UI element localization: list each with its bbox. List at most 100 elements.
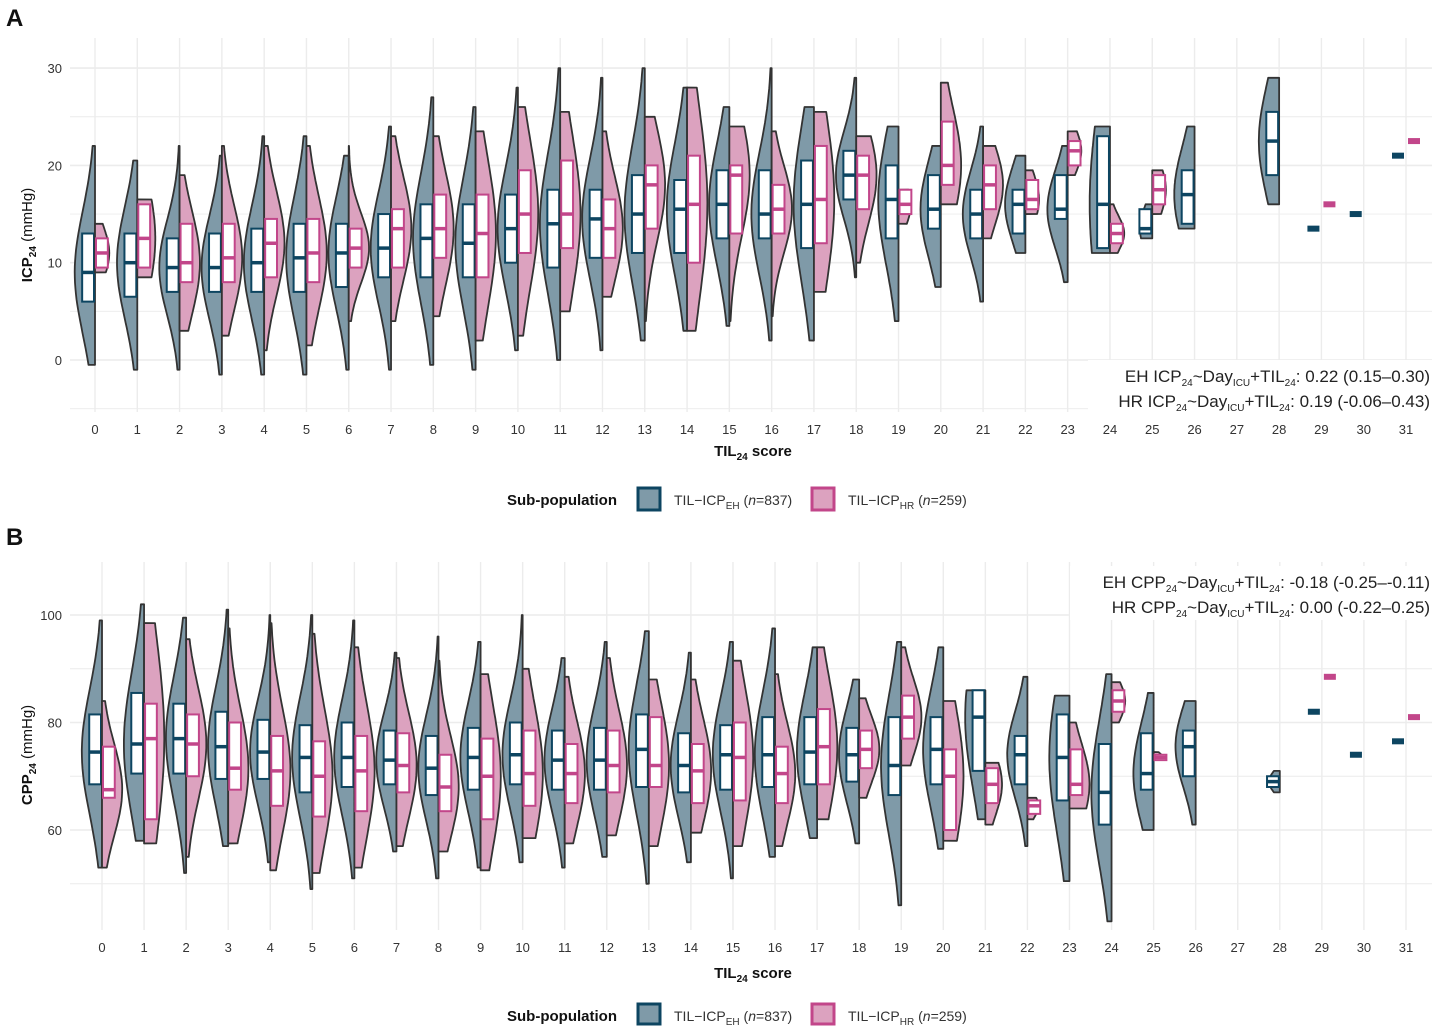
box bbox=[732, 721, 747, 802]
x-tick-label: 10 bbox=[515, 940, 529, 955]
x-tick-label: 16 bbox=[768, 940, 782, 955]
box bbox=[517, 169, 532, 254]
x-tick-label: 15 bbox=[726, 940, 740, 955]
x-tick-label: 3 bbox=[218, 422, 225, 437]
x-tick-label: 18 bbox=[849, 422, 863, 437]
panel-b-legend: Sub-population TIL−ICPEH (n=837) TIL−ICP… bbox=[507, 1002, 967, 1026]
box bbox=[334, 222, 349, 289]
x-tick-label: 23 bbox=[1060, 422, 1074, 437]
x-tick-label: 6 bbox=[351, 940, 358, 955]
box bbox=[546, 188, 561, 269]
x-tick-label: 8 bbox=[435, 940, 442, 955]
x-tick-label: 2 bbox=[176, 422, 183, 437]
x-tick-label: 0 bbox=[91, 422, 98, 437]
x-tick-label: 27 bbox=[1231, 940, 1245, 955]
panel-b-y-ticks: 60 80 100 bbox=[40, 608, 62, 838]
x-tick-label: 18 bbox=[852, 940, 866, 955]
panel-a-legend-eh-label: TIL−ICPEH (n=837) bbox=[674, 492, 792, 512]
x-tick-label: 30 bbox=[1356, 422, 1370, 437]
x-tick-label: 9 bbox=[477, 940, 484, 955]
x-tick-label: 23 bbox=[1062, 940, 1076, 955]
x-tick-label: 6 bbox=[345, 422, 352, 437]
box bbox=[438, 753, 453, 813]
box bbox=[1025, 178, 1040, 211]
box bbox=[719, 724, 733, 791]
box bbox=[1053, 174, 1068, 220]
box bbox=[856, 154, 871, 211]
box bbox=[560, 159, 575, 250]
x-tick-label: 15 bbox=[722, 422, 736, 437]
x-tick-label: 21 bbox=[976, 422, 990, 437]
box bbox=[887, 716, 902, 797]
panel-b-x-ticks: 0 1 2 3 4 5 6 7 8 9 10 11 12 13 14 15 16 17 18 19 20 21 22 23 24… bbox=[98, 940, 1413, 955]
x-tick-label: 22 bbox=[1018, 422, 1032, 437]
x-tick-label: 13 bbox=[642, 940, 656, 955]
single-value-mark bbox=[1307, 708, 1320, 715]
box bbox=[88, 713, 103, 786]
single-value-mark bbox=[1392, 738, 1404, 745]
x-tick-label: 27 bbox=[1230, 422, 1244, 437]
box bbox=[943, 748, 958, 831]
x-tick-label: 31 bbox=[1399, 940, 1413, 955]
x-tick-label: 0 bbox=[98, 940, 105, 955]
x-tick-label: 16 bbox=[764, 422, 778, 437]
x-tick-label: 17 bbox=[810, 940, 824, 955]
panel-b-legend-title: Sub-population bbox=[507, 1008, 617, 1025]
x-tick-label: 28 bbox=[1272, 422, 1286, 437]
single-value-mark bbox=[1408, 138, 1420, 145]
y-tick-label: 80 bbox=[48, 716, 62, 731]
x-tick-label: 4 bbox=[267, 940, 274, 955]
panel-a-y-axis-title: ICP24 (mmHg) bbox=[19, 188, 39, 282]
x-tick-label: 12 bbox=[600, 940, 614, 955]
x-tick-label: 14 bbox=[680, 422, 694, 437]
panel-a-annotation-bg bbox=[1088, 360, 1433, 414]
box bbox=[1138, 208, 1153, 235]
x-tick-label: 12 bbox=[595, 422, 609, 437]
box bbox=[673, 178, 688, 254]
panel-a-violins bbox=[73, 67, 1420, 376]
x-tick-label: 20 bbox=[934, 422, 948, 437]
x-tick-label: 25 bbox=[1145, 422, 1159, 437]
box bbox=[644, 164, 659, 230]
y-tick-label: 10 bbox=[48, 256, 62, 271]
x-tick-label: 29 bbox=[1315, 940, 1329, 955]
panel-b-y-axis-title: CPP24 (mmHg) bbox=[19, 705, 39, 805]
box bbox=[1180, 169, 1195, 225]
single-value-mark bbox=[1323, 201, 1336, 208]
x-tick-label: 31 bbox=[1399, 422, 1413, 437]
single-value-mark bbox=[1408, 714, 1420, 721]
x-tick-label: 4 bbox=[261, 422, 268, 437]
panel-a-legend-hr-label: TIL−ICPHR (n=259) bbox=[848, 492, 967, 512]
x-tick-label: 7 bbox=[387, 422, 394, 437]
x-tick-label: 7 bbox=[393, 940, 400, 955]
x-tick-label: 1 bbox=[140, 940, 147, 955]
panel-b-legend-hr-swatch bbox=[810, 1002, 836, 1026]
box bbox=[1013, 734, 1028, 786]
box bbox=[354, 734, 369, 813]
x-tick-label: 29 bbox=[1314, 422, 1328, 437]
x-tick-label: 24 bbox=[1104, 940, 1118, 955]
single-value-mark bbox=[1392, 152, 1404, 159]
x-tick-label: 1 bbox=[134, 422, 141, 437]
box bbox=[606, 729, 621, 794]
y-tick-label: 60 bbox=[48, 823, 62, 838]
x-tick-label: 5 bbox=[303, 422, 310, 437]
box bbox=[123, 232, 138, 298]
box bbox=[475, 193, 490, 279]
box bbox=[144, 702, 158, 821]
panel-a-annotation: EH ICP24~DayICU+TIL24: 0.22 (0.15–0.30) … bbox=[1088, 360, 1433, 414]
single-value-mark bbox=[1307, 225, 1320, 232]
x-tick-label: 3 bbox=[225, 940, 232, 955]
box bbox=[179, 222, 194, 284]
x-tick-label: 8 bbox=[430, 422, 437, 437]
y-tick-label: 0 bbox=[55, 353, 62, 368]
x-tick-label: 28 bbox=[1273, 940, 1287, 955]
box bbox=[983, 164, 997, 211]
panel-b-letter: B bbox=[6, 524, 23, 551]
box bbox=[312, 740, 327, 818]
box bbox=[971, 689, 986, 772]
box bbox=[926, 174, 941, 230]
box bbox=[256, 718, 271, 780]
